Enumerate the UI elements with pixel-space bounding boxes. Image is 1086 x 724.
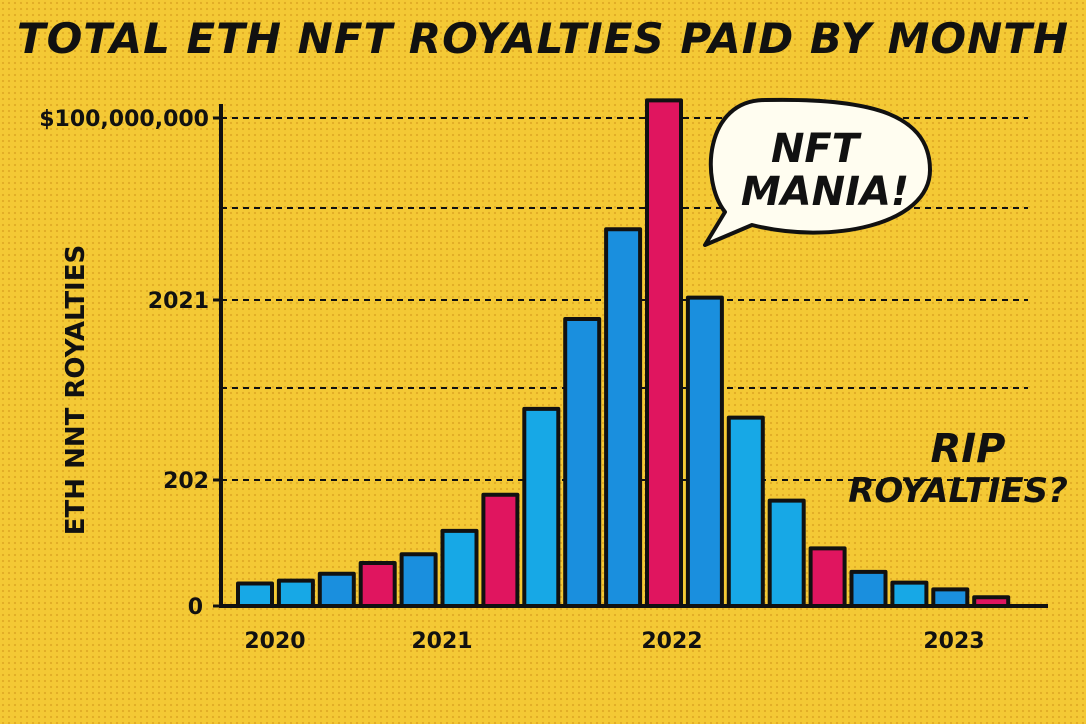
bar <box>563 317 602 608</box>
axes <box>219 104 1048 608</box>
x-tick-label: 2021 <box>411 629 472 654</box>
bar <box>890 580 929 608</box>
y-tick-label: 0 <box>188 595 203 620</box>
x-tick-label: 2020 <box>244 629 305 654</box>
x-tick-label: 2022 <box>641 629 702 654</box>
bar <box>808 546 847 609</box>
bar <box>440 528 479 609</box>
y-tick-label: $100,000,000 <box>39 107 209 132</box>
x-tick-labels: 2020 2021 2022 2023 <box>244 629 984 654</box>
bar <box>522 406 561 608</box>
bar <box>685 295 724 608</box>
y-tick-labels: 0 202 2021 $100,000,000 <box>39 107 221 620</box>
bar <box>276 578 315 609</box>
bar <box>317 571 356 608</box>
bar <box>481 492 520 608</box>
bar <box>645 98 683 608</box>
bar <box>358 561 397 609</box>
bar <box>726 415 765 608</box>
chart-title: TOTAL ETH NFT ROYALTIES PAID BY MONTH <box>16 14 1070 63</box>
y-tick-label: 2021 <box>148 289 209 314</box>
bars <box>236 98 1011 609</box>
rip-annotation-line1: RIP <box>931 426 1006 472</box>
bubble-text-line2: MANIA! <box>741 169 909 215</box>
speech-bubble: NFT MANIA! <box>703 97 932 247</box>
bubble-text-line1: NFT <box>771 126 862 172</box>
bar <box>931 587 970 609</box>
bar <box>399 552 438 608</box>
x-tick-label: 2023 <box>923 629 984 654</box>
bar <box>604 227 643 608</box>
bar <box>767 498 806 609</box>
bar <box>236 581 274 609</box>
rip-annotation-line2: ROYALTIES? <box>848 471 1068 511</box>
y-tick-label: 202 <box>163 469 209 494</box>
bar <box>849 569 888 609</box>
